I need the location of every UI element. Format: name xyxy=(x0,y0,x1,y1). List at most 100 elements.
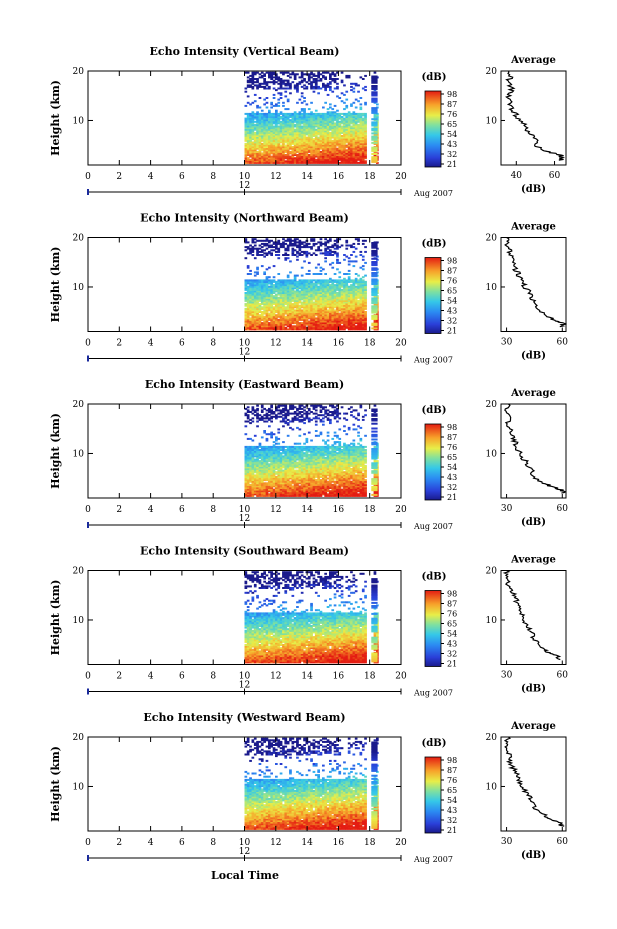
heatmap-cell xyxy=(336,142,339,145)
heatmap-cell xyxy=(303,244,306,247)
heatmap-cell xyxy=(279,149,283,152)
heatmap-cell xyxy=(279,71,283,74)
heatmap-cell xyxy=(361,279,365,282)
heatmap-cell xyxy=(329,246,332,249)
heatmap-cell xyxy=(357,242,360,245)
heatmap-cell xyxy=(319,279,323,282)
heatmap-cell xyxy=(354,136,358,139)
heatmap-cell xyxy=(307,155,311,158)
heatmap-cell xyxy=(268,133,271,136)
heatmap-cell xyxy=(289,480,292,483)
heatmap-cell xyxy=(263,147,266,150)
heatmap-cell xyxy=(277,133,281,136)
heatmap-cell xyxy=(305,138,309,141)
heatmap-cell xyxy=(293,238,297,241)
heatmap-cell xyxy=(345,239,349,242)
heatmap-cell xyxy=(272,306,276,309)
heatmap-cell xyxy=(314,266,318,269)
heatmap-cell xyxy=(251,142,255,145)
heatmap-cell xyxy=(244,104,248,107)
heatmap-cell xyxy=(268,138,271,141)
heatmap-cell xyxy=(263,103,266,106)
heatmap-cell xyxy=(268,279,271,282)
heatmap-cell xyxy=(251,246,255,249)
heatmap-cell xyxy=(253,142,257,145)
heatmap-cell xyxy=(272,141,276,144)
heatmap-cell xyxy=(277,247,281,250)
heatmap-cell xyxy=(322,155,325,158)
heatmap-cell xyxy=(331,133,335,136)
heatmap-cell xyxy=(347,263,351,266)
heatmap-cell xyxy=(270,71,273,74)
heatmap-cell xyxy=(289,92,292,95)
x-tick-label: 20 xyxy=(395,339,407,349)
heatmap-cell xyxy=(347,269,351,272)
heatmap-cell xyxy=(256,157,259,160)
heatmap-cell xyxy=(260,142,264,145)
heatmap-cell xyxy=(289,152,292,155)
heatmap-cell xyxy=(298,150,302,153)
heatmap-cell xyxy=(246,241,250,244)
heatmap-cell xyxy=(293,128,297,131)
heatmap-cell xyxy=(352,260,356,263)
heatmap-cell xyxy=(246,152,250,155)
heatmap-cell xyxy=(263,160,266,163)
heatmap-cell xyxy=(314,155,318,158)
heatmap-cell xyxy=(371,272,378,274)
heatmap-cell xyxy=(359,97,363,99)
x-tick-label: 16 xyxy=(333,172,345,182)
heatmap-cell xyxy=(340,92,344,95)
heatmap-cell xyxy=(345,146,349,149)
heatmap-cell xyxy=(331,90,335,93)
heatmap-cell xyxy=(322,279,325,282)
heatmap-cell xyxy=(244,292,248,294)
heatmap-cell xyxy=(329,81,332,84)
average-x-label: (dB) xyxy=(521,351,546,362)
heatmap-cell xyxy=(314,254,318,256)
heatmap-cell xyxy=(253,149,257,152)
heatmap-cell xyxy=(279,97,283,99)
heatmap-cell xyxy=(345,149,349,152)
heatmap-cell xyxy=(345,244,349,247)
heatmap-cell xyxy=(303,135,306,137)
heatmap-cell xyxy=(251,138,255,141)
heatmap-cell xyxy=(253,154,257,156)
heatmap-cell xyxy=(333,279,337,282)
heatmap-cell xyxy=(258,150,262,153)
heatmap-cell xyxy=(260,157,264,160)
heatmap-cell xyxy=(361,160,365,163)
heatmap-cell xyxy=(293,123,297,126)
heatmap-cell xyxy=(340,244,344,247)
heatmap-cell xyxy=(361,117,365,120)
heatmap-cell xyxy=(300,157,304,160)
heatmap-cell xyxy=(251,85,255,88)
heatmap-cell xyxy=(270,147,273,150)
heatmap-cell xyxy=(253,131,257,134)
heatmap-cell xyxy=(343,108,346,111)
heatmap-cell xyxy=(277,112,281,115)
heatmap-cell xyxy=(289,147,292,150)
heatmap-cell xyxy=(284,141,288,144)
heatmap-cell xyxy=(249,103,252,106)
heatmap-cell xyxy=(324,154,327,156)
heatmap-cell xyxy=(357,112,360,115)
heatmap-cell xyxy=(361,141,365,144)
heatmap-cell xyxy=(307,150,311,153)
heatmap-cell xyxy=(272,158,276,161)
panel-2: Echo Intensity (Northward Beam)Height (k… xyxy=(49,212,568,365)
heatmap-cell xyxy=(347,146,351,149)
heatmap-cell xyxy=(371,322,378,325)
heatmap-cell xyxy=(286,108,290,111)
heatmap-cell xyxy=(277,273,281,275)
heatmap-cell xyxy=(270,144,273,147)
heatmap-cell xyxy=(329,139,332,142)
heatmap-cell xyxy=(319,138,323,141)
heatmap-cell xyxy=(284,157,288,160)
heatmap-cell xyxy=(277,141,281,144)
heatmap-cell xyxy=(352,149,356,152)
heatmap-cell xyxy=(263,78,266,80)
heatmap-cell xyxy=(345,255,349,258)
heatmap-cell xyxy=(277,82,281,85)
heatmap-cell xyxy=(256,146,259,149)
heatmap-cell xyxy=(361,154,365,156)
